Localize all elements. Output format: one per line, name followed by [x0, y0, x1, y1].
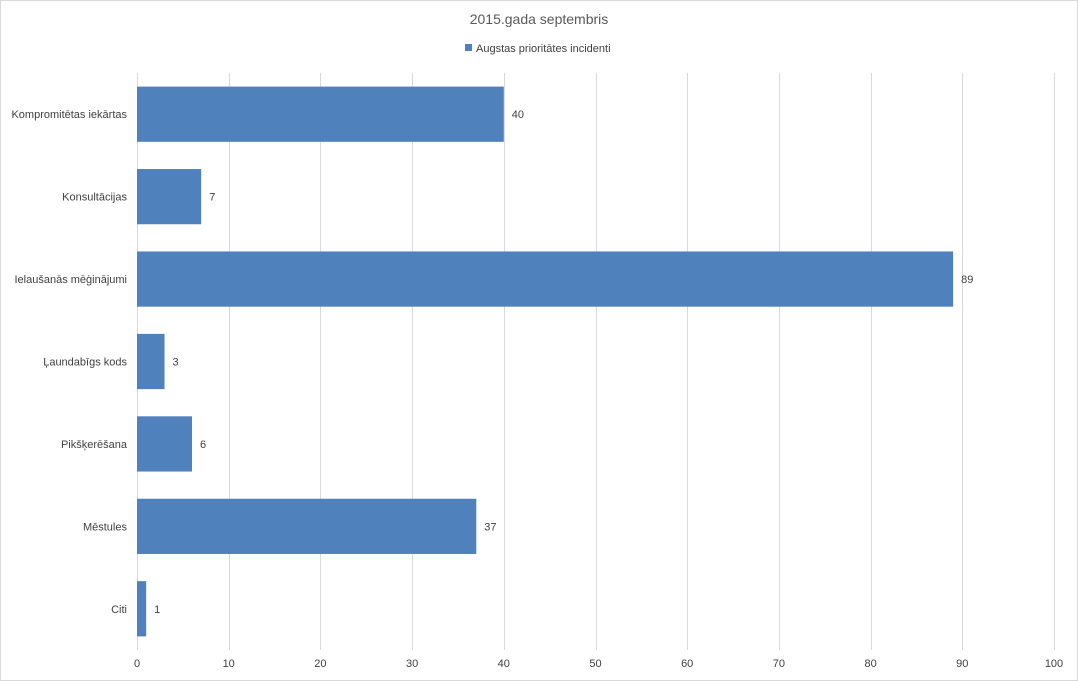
category-label: Ļaundabīgs kods — [43, 357, 127, 369]
x-tick-label: 90 — [956, 658, 968, 670]
category-label: Mēstules — [83, 521, 128, 533]
bar — [137, 251, 954, 307]
category-label: Pikšķerēšana — [61, 439, 128, 451]
x-tick-label: 10 — [223, 658, 235, 670]
category-labels: Kompromitētas iekārtas Konsultācijas Ielau… — [11, 109, 127, 616]
category-label: Ielaušanās mēģinājumi — [14, 273, 127, 286]
x-tick-label: 20 — [314, 658, 326, 670]
x-tick-label: 30 — [406, 658, 418, 670]
data-label: 40 — [512, 109, 524, 121]
bar — [137, 333, 165, 390]
chart-title: 2015.gada septembris — [470, 11, 609, 27]
x-tick-label: 70 — [773, 658, 785, 670]
x-tick-label: 80 — [864, 658, 876, 670]
x-tick-label: 50 — [589, 658, 601, 670]
data-label: 6 — [200, 439, 206, 451]
category-label: Konsultācijas — [62, 192, 127, 204]
data-label: 89 — [961, 274, 973, 286]
data-label: 37 — [484, 521, 496, 533]
legend-swatch — [465, 44, 472, 51]
data-labels: 40 7 89 3 6 37 1 — [154, 109, 973, 616]
category-label: Kompromitētas iekārtas — [11, 109, 127, 121]
x-tick-label: 60 — [681, 658, 693, 670]
x-tick-label: 40 — [498, 658, 510, 670]
data-label: 3 — [173, 357, 179, 369]
bar — [137, 86, 504, 142]
bar — [137, 169, 202, 225]
legend: Augstas prioritātes incidenti — [465, 43, 611, 55]
bars — [137, 86, 954, 637]
bar — [137, 416, 193, 472]
data-label: 7 — [209, 192, 215, 204]
x-tick-label: 0 — [134, 658, 140, 670]
bar — [137, 581, 147, 637]
x-tick-labels: 0 10 20 30 40 50 60 70 80 90 100 — [134, 658, 1063, 670]
bar — [137, 498, 477, 554]
x-tick-label: 100 — [1045, 658, 1063, 670]
legend-label: Augstas prioritātes incidenti — [476, 43, 611, 55]
category-label: Citi — [111, 604, 127, 616]
data-label: 1 — [154, 604, 160, 616]
